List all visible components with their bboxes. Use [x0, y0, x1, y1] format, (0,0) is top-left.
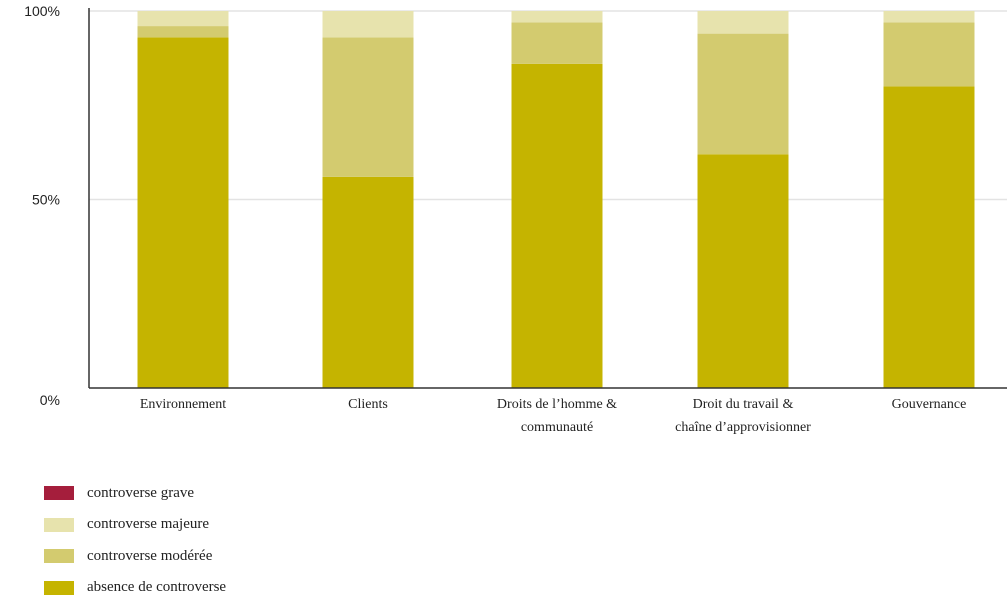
bars: [137, 11, 975, 389]
legend-label: controverse majeure: [87, 516, 210, 532]
bar-segment: [697, 33, 789, 155]
bar-segment: [697, 154, 789, 388]
legend-label: controverse modérée: [87, 547, 213, 564]
bar-segment: [137, 26, 229, 38]
y-tick-label: 50%: [32, 192, 60, 208]
legend-item: controverse modérée: [44, 545, 226, 567]
bar-segment: [697, 11, 789, 34]
bar-segment: [137, 37, 229, 388]
stacked-bar-chart: 0% 50% 100% Environnement Clients Droits de …: [24, 3, 1007, 435]
x-tick-label: Droits de l’homme &: [497, 397, 617, 412]
bar-segment: [511, 63, 603, 388]
x-tick-label: chaîne d’approvisionner: [675, 420, 811, 435]
x-tick-labels: Environnement Clients Droits de l’homme & c…: [140, 397, 966, 435]
bar-segment: [883, 86, 975, 389]
legend-swatch: [44, 486, 74, 500]
x-tick-label: communauté: [521, 420, 593, 435]
y-tick-label: 0%: [40, 392, 60, 408]
legend-item: controverse majeure: [44, 514, 226, 536]
bar-segment: [511, 11, 603, 23]
bar-segment: [137, 11, 229, 27]
bar-segment: [322, 11, 414, 38]
x-tick-label: Droit du travail &: [693, 397, 794, 412]
bar-segment: [883, 11, 975, 23]
legend-swatch: [44, 580, 74, 595]
y-tick-labels: 0% 50% 100%: [24, 3, 60, 408]
y-tick-label: 100%: [24, 3, 60, 19]
x-tick-label: Gouvernance: [892, 397, 967, 412]
legend-item: absence de controverse: [44, 577, 226, 599]
bar-segment: [883, 22, 975, 87]
x-tick-label: Clients: [348, 397, 388, 412]
bar-segment: [322, 37, 414, 177]
legend-swatch: [44, 549, 74, 563]
legend-label: absence de controverse: [87, 579, 227, 595]
legend-swatch: [44, 517, 74, 532]
legend-item: controverse grave: [44, 482, 226, 504]
axes: [88, 8, 1007, 389]
chart-area: 0% 50% 100% Environnement Clients Droits de …: [24, 3, 1007, 595]
legend: controverse grave controverse majeure cont…: [44, 482, 226, 608]
bar-segment: [322, 176, 414, 388]
x-tick-label: Environnement: [140, 397, 226, 412]
legend-label: controverse grave: [87, 484, 195, 501]
bar-segment: [511, 22, 603, 64]
